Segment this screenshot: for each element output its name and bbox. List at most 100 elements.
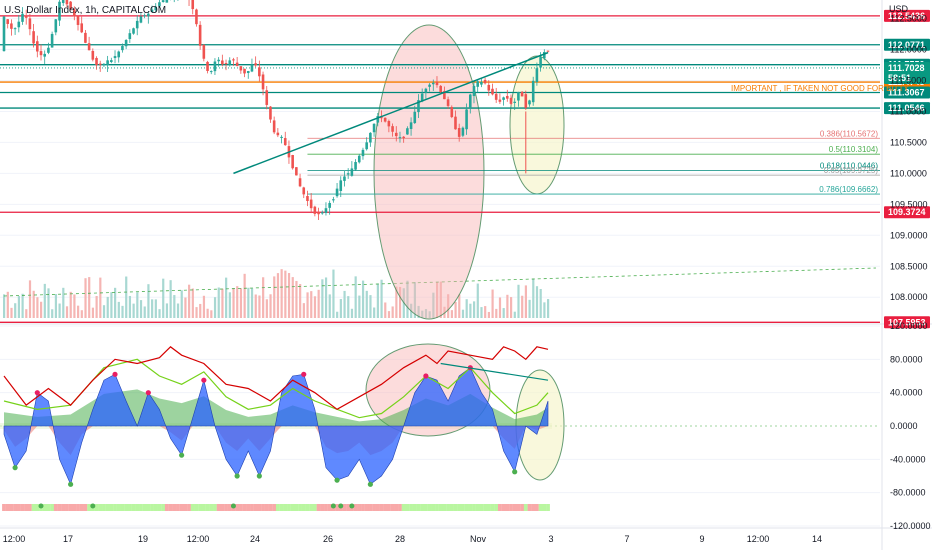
candle (491, 83, 494, 96)
time-tick-label: 3 (548, 534, 553, 544)
candle (150, 5, 154, 13)
signal-strip-segment (87, 504, 92, 511)
signal-strip-segment (2, 504, 6, 511)
volume-bar (88, 277, 91, 318)
candle (369, 132, 372, 147)
volume-bar (158, 309, 161, 318)
volume-bar (299, 284, 302, 318)
volume-bar (62, 287, 65, 318)
candle (343, 170, 346, 187)
candle (354, 159, 357, 171)
volume-bar (91, 307, 95, 318)
candle (209, 70, 213, 75)
candle (272, 116, 276, 135)
volume-bar (495, 308, 498, 318)
volume-bar (84, 278, 87, 318)
volume-bar (513, 311, 516, 318)
chart-title: U.S. Dollar Index, 1h, CAPITALCOM (4, 5, 166, 16)
candle (95, 56, 98, 70)
volume-bar (117, 301, 120, 318)
volume-bar (539, 288, 542, 318)
candle (69, 0, 72, 11)
volume-bar (509, 297, 513, 318)
volume-bar (336, 311, 339, 318)
candle (298, 173, 302, 188)
signal-strip-segment (335, 504, 339, 511)
signal-strip-segment (194, 504, 199, 511)
volume-bar (310, 291, 313, 318)
fibonacci-retracement: 0.386(110.5672) 0.5(110.3104) 0.618(110.04… (307, 129, 880, 195)
candle (302, 186, 306, 199)
signal-dot (38, 503, 44, 509)
candle (494, 87, 498, 103)
signal-strip-segment (423, 504, 428, 511)
candle (2, 16, 6, 52)
candle (291, 154, 294, 170)
volume-bar (184, 297, 187, 318)
signal-strip-segment (246, 504, 251, 511)
signal-strip-segment (16, 504, 21, 511)
volume-bar (502, 308, 505, 318)
candle (269, 105, 272, 123)
volume-bar (151, 299, 154, 318)
volume-bar (25, 309, 28, 318)
volume-bar (58, 303, 61, 318)
signal-strip-segment (187, 504, 191, 511)
currency-label: USD (889, 4, 909, 14)
volume-bar (491, 289, 494, 318)
candle (195, 8, 198, 27)
candle (435, 76, 439, 88)
candle (206, 60, 209, 74)
oscillator-tick-label: 40.0000 (890, 388, 923, 398)
volume-bar (43, 283, 46, 318)
signal-strip-segment (375, 504, 380, 511)
oscillator-peak-dot (34, 390, 40, 396)
signal-strip-segment (490, 504, 495, 511)
volume-bar (28, 280, 32, 318)
price-level-tag-label: 111.3067 (888, 87, 925, 97)
oscillator-axis: 120.0000 80.0000 40.0000 0.0000 -40.0000 -80.… (890, 321, 931, 531)
time-tick-label: 12:00 (747, 534, 770, 544)
volume-bar (428, 311, 431, 318)
volume-bar (443, 306, 446, 318)
volume-bar (395, 286, 398, 318)
volume-bar (324, 277, 328, 318)
oscillator-trough-dot (367, 481, 373, 487)
oscillator-peak-dot (112, 371, 118, 377)
volume-bar (10, 307, 13, 318)
volume-bar (210, 310, 213, 318)
volume-bar (424, 309, 428, 318)
signal-strip-segment (438, 504, 443, 511)
candle (365, 137, 368, 151)
candle (528, 99, 531, 107)
signal-strip-segment (139, 504, 143, 511)
candle (191, 0, 195, 15)
volume-bar (121, 305, 124, 318)
oscillator-tick-label: 0.0000 (890, 421, 918, 431)
signal-strip-segment (457, 504, 462, 511)
candle (372, 123, 376, 137)
candle (346, 168, 350, 179)
signal-strip-segment (76, 504, 80, 511)
candle (406, 126, 409, 135)
candle (505, 89, 509, 102)
volume-bar (95, 296, 98, 318)
volume-bar (36, 297, 39, 318)
candle (124, 39, 128, 50)
time-tick-label: Nov (470, 534, 487, 544)
volume-bar (343, 290, 346, 318)
signal-strip-segment (264, 504, 269, 511)
volume-bar (6, 291, 9, 318)
signal-strip-segment (201, 504, 206, 511)
signal-strip-segment (53, 504, 58, 511)
signal-strip-segment (250, 504, 254, 511)
candle (110, 57, 113, 64)
signal-strip-segment (198, 504, 203, 511)
candle (457, 123, 461, 142)
signal-dot (230, 503, 236, 509)
signal-strip-segment (135, 504, 140, 511)
volume-bar (21, 293, 24, 318)
volume-bar (243, 273, 246, 318)
fib-level-label: 0.386(110.5672) (820, 129, 878, 138)
